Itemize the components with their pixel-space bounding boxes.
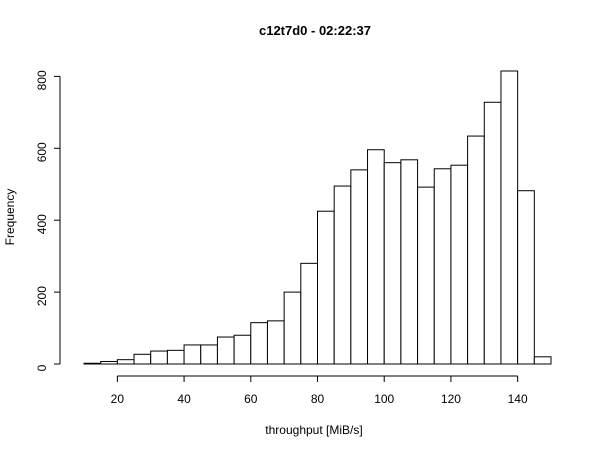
chart-title: c12t7d0 - 02:22:37 — [259, 23, 371, 38]
histogram-bar — [200, 344, 218, 365]
x-tick-label: 20 — [111, 392, 125, 406]
x-tick-label: 40 — [177, 392, 191, 406]
histogram-bar — [250, 322, 268, 365]
histogram-bar — [350, 169, 369, 365]
histogram-bar — [417, 186, 435, 365]
y-axis: 0 200 400 600 800 — [35, 70, 61, 371]
histogram-bar — [83, 362, 102, 365]
histogram-bar — [450, 164, 469, 365]
histogram-bar — [216, 336, 235, 365]
x-axis: 20 40 60 80 100 120 140 — [111, 375, 528, 406]
x-tick-label: 80 — [311, 392, 325, 406]
histogram-bar — [266, 320, 285, 365]
histogram-bar — [367, 149, 385, 365]
histogram-bar — [183, 344, 202, 365]
histogram-bar — [467, 135, 485, 365]
histogram-bar — [150, 350, 168, 365]
histogram-bar — [433, 168, 452, 365]
x-tick-label: 60 — [244, 392, 258, 406]
histogram-bar — [333, 185, 352, 365]
histogram-bar — [100, 360, 118, 365]
histogram-bar — [383, 162, 402, 365]
x-tick-label: 140 — [508, 392, 528, 406]
histogram-bar — [116, 359, 135, 365]
histogram-bar — [133, 353, 152, 365]
histogram-bar — [483, 101, 502, 365]
histogram-bar — [500, 70, 519, 365]
histogram-bar — [533, 356, 552, 365]
y-tick-label: 800 — [35, 70, 49, 90]
x-tick-label: 120 — [441, 392, 461, 406]
y-tick-label: 200 — [35, 286, 49, 306]
x-tick-label: 100 — [374, 392, 394, 406]
histogram-bar — [300, 262, 319, 365]
y-tick-label: 600 — [35, 142, 49, 162]
bars-group — [83, 70, 552, 365]
y-tick-label: 0 — [35, 364, 49, 371]
y-tick-label: 400 — [35, 214, 49, 234]
histogram-bar — [233, 334, 252, 365]
histogram-bar — [400, 159, 419, 365]
histogram-bar — [166, 349, 185, 365]
x-axis-label: throughput [MiB/s] — [265, 423, 362, 437]
histogram-bar — [317, 210, 335, 365]
histogram-bar — [283, 291, 302, 365]
y-axis-label: Frequency — [3, 189, 17, 246]
histogram-bar — [517, 190, 535, 365]
